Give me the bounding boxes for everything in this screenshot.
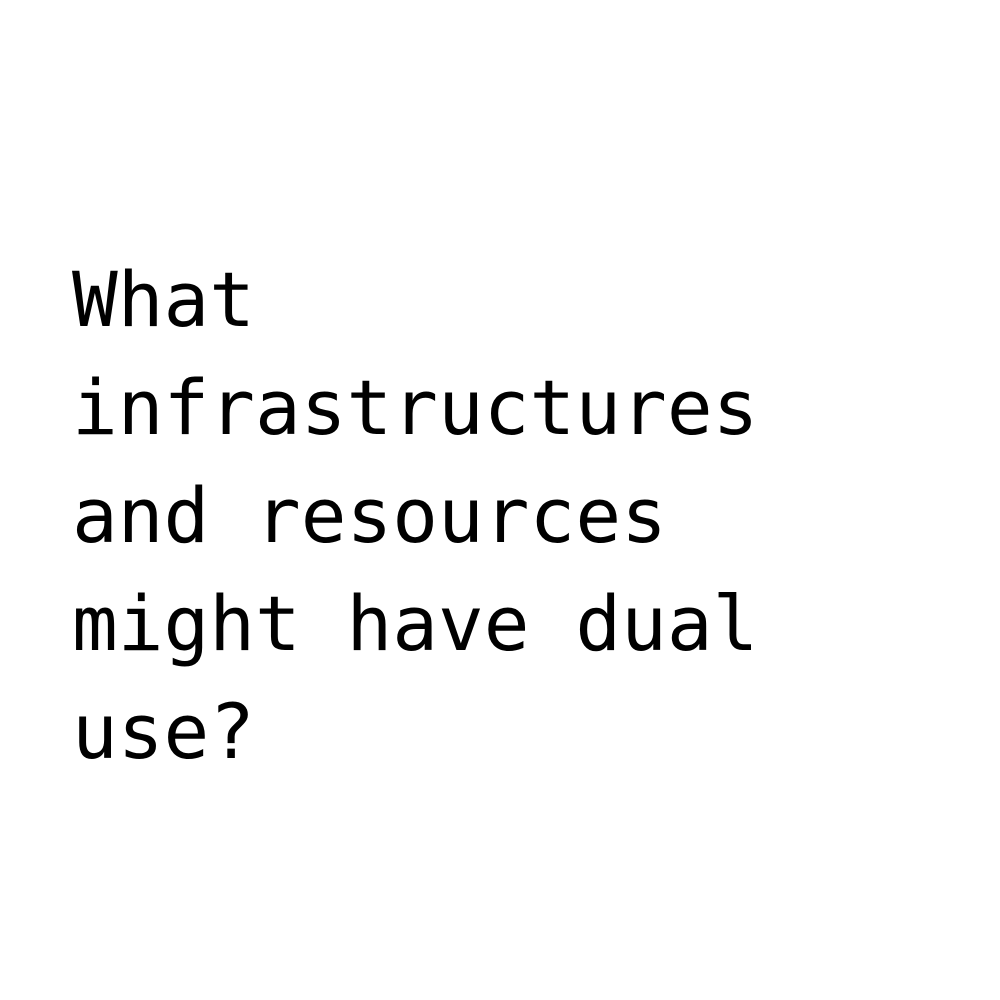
question-line-2: infrastructures [72,363,759,452]
question-text: What infrastructures and resources might… [72,246,972,786]
question-line-4: might have dual [72,579,759,668]
question-line-1: What [72,255,256,344]
question-line-3: and resources [72,471,667,560]
question-line-5: use? [72,687,256,776]
